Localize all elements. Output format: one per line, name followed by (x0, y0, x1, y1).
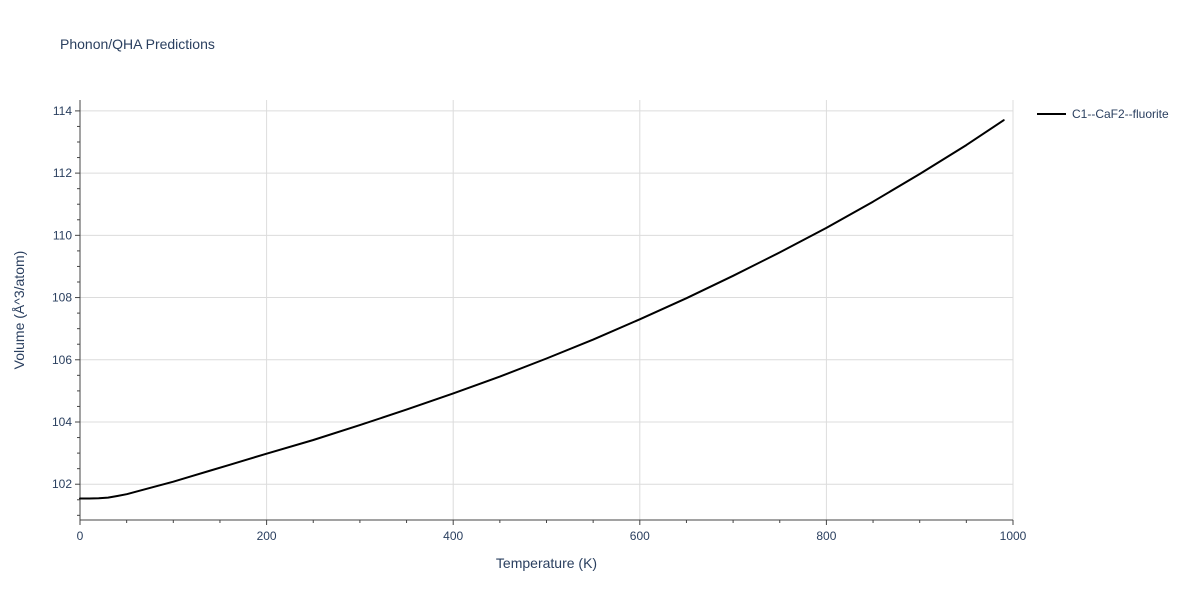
y-axis-title: Volume (Å^3/atom) (11, 251, 27, 370)
y-tick-label: 110 (53, 228, 72, 242)
series-line (79, 119, 1005, 500)
legend-label: C1--CaF2--fluorite (1072, 107, 1169, 121)
y-tick-label: 106 (52, 353, 72, 367)
x-tick-label: 600 (630, 529, 650, 543)
y-tick-label: 108 (52, 291, 72, 305)
x-tick-label: 200 (257, 529, 277, 543)
y-tick-label: 102 (52, 477, 72, 491)
x-axis-title: Temperature (K) (496, 555, 597, 571)
x-tick-label: 1000 (1000, 529, 1027, 543)
x-tick-label: 800 (816, 529, 836, 543)
y-tick-label: 112 (53, 166, 72, 180)
x-tick-label: 0 (77, 529, 84, 543)
x-tick-label: 400 (443, 529, 463, 543)
y-tick-label: 104 (52, 415, 72, 429)
chart-title: Phonon/QHA Predictions (60, 36, 215, 52)
y-tick-label: 114 (53, 104, 72, 118)
